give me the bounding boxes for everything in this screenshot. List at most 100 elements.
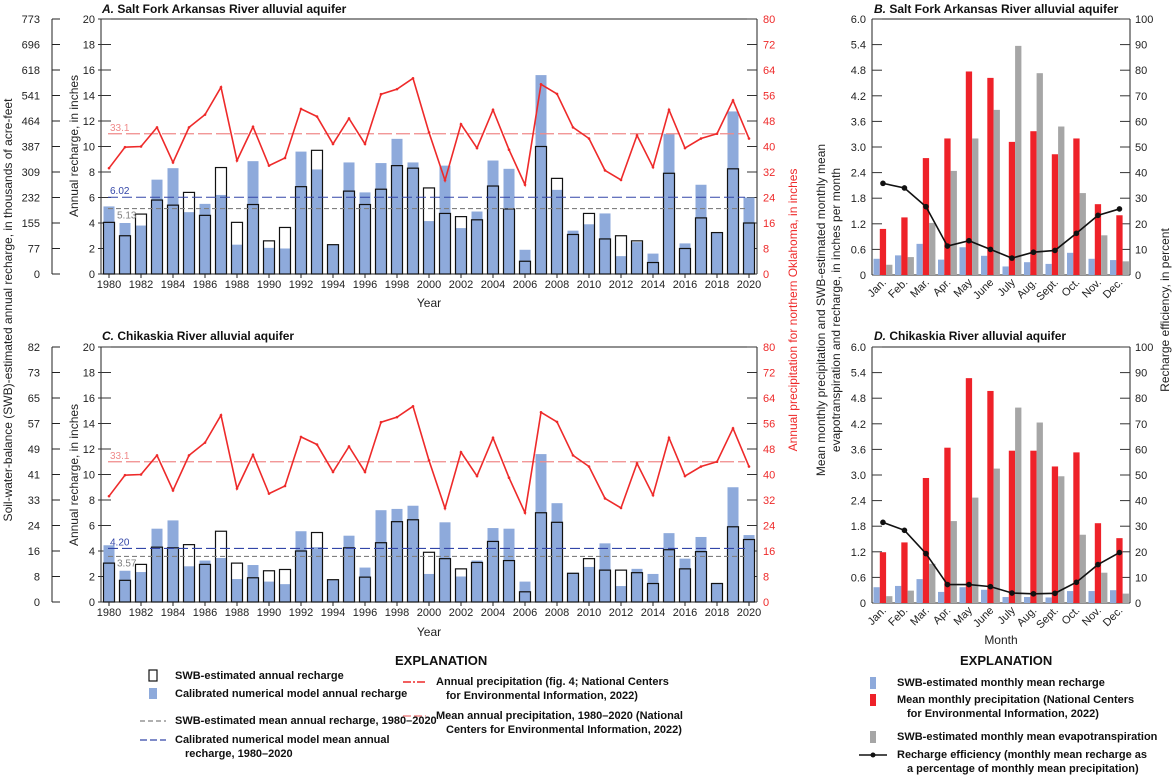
legend-monthly-precip-line1: Mean monthly precipitation (National Cen… [897,694,1135,706]
calibrated-bar-a [631,242,643,274]
x-tick-label-c: 1996 [353,607,377,619]
x-tick-label-c: 1998 [385,607,409,619]
month-label-d: Dec. [1101,605,1125,629]
outer-tick-label-a: 618 [22,65,40,77]
calibrated-bar-c [247,565,259,602]
month-label-b: Apr. [931,277,953,299]
legend-monthly-recharge-swatch [870,677,876,689]
calibrated-bar-c [743,535,755,602]
x-tick-label-a: 2020 [737,279,761,291]
monthly-right-axis-label: Recharge efficiency, in percent [1158,228,1172,392]
y-tick-label-b: 6.0 [851,14,866,26]
annual-precip-point-a [667,108,671,112]
annual-precip-point-a [363,142,367,146]
efficiency-line-d [882,521,1120,595]
calibrated-bar-a [407,162,419,274]
calibrated-bar-a [295,151,307,274]
calibrated-bar-a [695,184,707,274]
swb-bar-a [342,190,356,275]
annual-precip-point-a [155,126,159,129]
y-tick-label-c: 14 [83,419,95,431]
swb-bar-c [470,561,484,603]
x-tick-label-c: 2016 [673,607,697,619]
y-tick-label-c: 2 [89,572,95,584]
efficiency-point-b [901,185,908,191]
monthly-et-bar-d [950,521,957,603]
y2-tick-label-d: 80 [1135,393,1147,405]
y-tick-label-d: 6.0 [851,342,866,354]
monthly-recharge-bar-d [916,579,923,603]
swb-bar-a [598,238,612,275]
monthly-recharge-bar-d [1024,597,1031,603]
outer-tick-label-c: 24 [28,521,40,533]
y2-tick-label-c: 16 [763,546,775,558]
legend-precip-line2: for Environmental Information, 2022) [446,690,638,702]
panel-c-letter: C. [102,329,114,343]
annual-precip-point-c [475,474,479,478]
efficiency-point-d [966,581,972,588]
efficiency-point-d [901,527,908,534]
y2-tick-label-b: 80 [1135,65,1147,77]
annual-precip-point-a [395,87,399,91]
annual-precip-point-c [683,474,687,478]
annual-precip-point-c [187,454,191,457]
x-tick-label-a: 2012 [609,279,633,291]
legend-cal-mean-line1: Calibrated numerical model mean annual [175,734,390,746]
x-tick-label-a: 1994 [321,279,345,291]
calibrated-bar-a [247,161,259,274]
calibrated-bar-a [231,244,243,274]
panel-b-title: B. Salt Fork Arkansas River alluvial aqu… [874,2,1119,16]
monthly-et-bar-b [929,222,936,275]
x-tick-label-c: 1982 [129,607,153,619]
swb-bar-a [630,240,644,275]
swb-bar-c [246,577,260,603]
legend-precip-line1: Annual precipitation (fig. 4; National C… [436,676,669,688]
annual-precip-point-c [699,465,703,468]
y-tick-label-d: 4.8 [851,393,866,405]
y-tick-label-a: 18 [83,40,95,52]
annual-precip-point-c [443,506,447,510]
efficiency-point-b [923,203,929,210]
swb-bar-c [214,530,228,603]
calibrated-bar-c [727,487,739,602]
x-tick-label-a: 2000 [417,279,441,291]
monthly-precip-bar-d [1051,466,1059,603]
y2-tick-label-a: 8 [763,244,769,256]
efficiency-point-d [923,550,929,557]
monthly-et-bar-b [907,257,914,275]
annual-precip-point-a [747,137,751,140]
calibrated-bar-a [551,189,563,274]
efficiency-point-d [987,583,994,590]
annual-precip-point-c [203,441,207,444]
monthly-recharge-bar-d [895,585,902,603]
y-tick-label-a: 0 [89,269,95,281]
annual-precip-point-c [731,426,735,430]
swb-bar-c [662,549,676,603]
swb-bar-a [726,168,740,275]
monthly-precip-bar-d [965,378,973,603]
efficiency-point-b [987,246,994,253]
efficiency-point-b [1095,212,1101,219]
annual-precip-point-a [603,169,607,172]
y2-tick-label-a: 72 [763,40,775,52]
calibrated-bar-c [103,545,115,602]
efficiency-point-d [1030,590,1037,597]
calibrated-bar-a [503,168,515,274]
monthly-recharge-bar-d [959,587,966,603]
calibrated-bar-a [151,179,163,274]
monthly-recharge-bar-d [1067,591,1074,603]
swb-bar-c [118,579,132,603]
calibrated-bar-a [487,160,499,274]
y2-tick-label-a: 64 [763,65,775,77]
month-label-b: Oct. [1060,277,1083,300]
legend-swb-swatch [148,669,158,682]
calibrated-bar-c [631,568,643,602]
x-tick-label-a: 2002 [449,279,473,291]
efficiency-point-b [1116,206,1123,212]
calibrated-bar-a [327,244,339,274]
annual-precip-point-a [411,76,415,80]
outer-tick-label-c: 16 [28,546,40,558]
swb-bar-a [534,145,548,275]
monthly-et-bar-d [1122,593,1129,603]
